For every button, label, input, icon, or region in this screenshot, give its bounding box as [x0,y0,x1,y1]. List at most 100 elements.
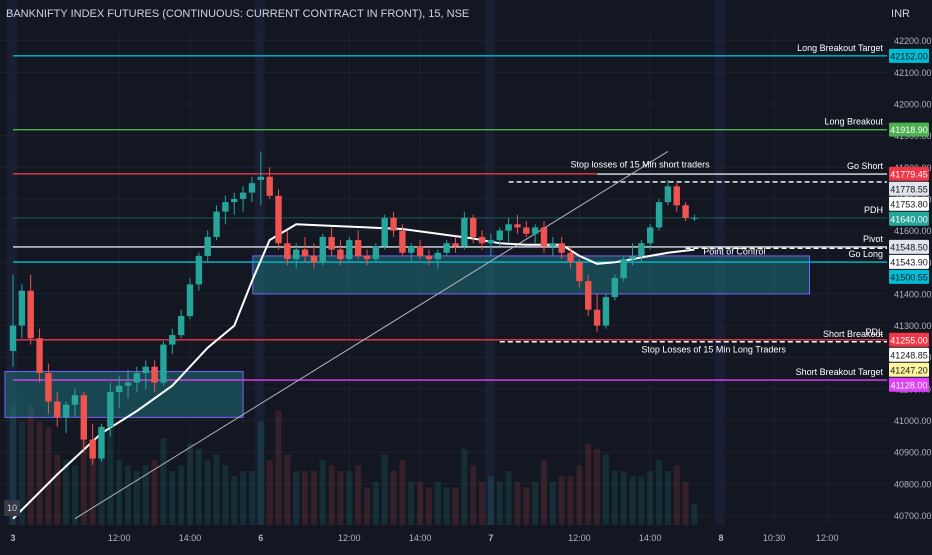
volume-bar [328,465,335,525]
candle-body [576,262,583,282]
volume-bar [470,465,477,525]
candle-body [177,316,185,336]
price-tag [889,254,929,269]
trendline [74,151,669,520]
candle-body [691,217,698,219]
volume-bar [346,471,353,525]
candle-body [257,176,264,180]
candle-body [655,202,663,228]
volume-bar [222,465,229,525]
candle-body [567,252,574,263]
volume-bar [514,482,521,525]
volume-bar [240,471,247,525]
volume-bar [602,454,609,525]
corner-badge: 10 [4,500,20,516]
volume-bar [399,460,406,525]
candle-body [204,236,211,256]
candle-body [381,217,388,247]
currency-label[interactable]: INR [891,8,910,20]
candle-body [425,255,433,260]
candle-body [9,325,17,351]
volume-bar [620,471,627,525]
candle-body [169,335,176,345]
volume-bar [310,471,317,525]
volume-bar [585,443,592,525]
x-tick-label: 3 [10,533,15,543]
y-tick-label: 41400.00 [894,289,932,299]
volume-bar [461,449,468,525]
volume-bar [36,421,43,525]
price-tag-label: 41918.90 [890,125,928,135]
volume-bar [691,504,698,525]
chart-annotation: Stop Losses of 15 Min Long Traders [641,344,786,354]
volume-bar [169,471,176,525]
price-tag-label: 41778.55 [890,184,928,194]
y-tick-label: 42000.00 [894,99,932,109]
candle-body [80,395,87,440]
y-tick-label: 41000.00 [894,416,932,426]
volume-bar [142,465,149,525]
volume-bar [337,471,344,525]
candle-body [310,255,318,263]
candle-body [71,395,79,405]
x-tick-label: 6 [258,533,263,543]
candle-body [443,243,450,253]
candle-body [301,249,309,256]
candle-body [319,236,326,263]
chart-annotation: Stop losses of 15 Min short traders [571,159,711,169]
level-name: PDH [864,205,883,215]
candle-body [124,382,132,386]
price-tag [889,181,929,196]
level-name: PDL [865,327,883,337]
volume-bar [611,471,618,525]
volume-bar [523,487,530,525]
candle-body [36,338,43,374]
price-tag [889,377,929,392]
volume-bar [27,405,34,525]
candle-body [496,230,503,241]
x-tick-label: 12:00 [568,533,591,543]
volume-bar [443,487,450,525]
volume-bar [125,465,132,525]
chart-title: BANKNIFTY INDEX FUTURES (CONTINUOUS: CUR… [6,8,470,20]
candle-body [363,255,371,260]
volume-bar [364,487,370,525]
candle-body [45,373,52,402]
volume-bar [434,482,441,525]
candle-body [116,385,123,393]
volume-bar [417,482,424,525]
volume-bar [381,454,388,525]
candle-body [328,236,335,250]
price-tag-label: 42152.00 [890,51,928,61]
candle-body [54,401,61,418]
candle-body [27,290,34,339]
chart-annotation: Point of Control [703,246,765,256]
x-tick-label: 14:00 [639,533,662,543]
y-tick-label: 42100.00 [894,68,932,78]
volume-bar [576,465,583,525]
price-tag-label: 41753.80 [890,199,928,209]
level-name: Long Breakout Target [797,43,883,53]
candle-body [470,217,477,237]
candle-body [478,236,486,244]
y-tick-label: 41600.00 [894,226,932,236]
candle-body [248,183,256,193]
x-tick-label: 7 [488,533,493,543]
price-tag [889,166,929,181]
price-tag-label: 41779.45 [890,169,928,179]
level-name: Go Short [847,161,884,171]
candle-body [195,255,203,285]
volume-bar [151,460,158,525]
volume-bar [425,487,432,525]
volume-bar [487,476,494,525]
price-tag-label: 41248.85 [890,350,928,360]
volume-bar [629,476,636,525]
level-name: Long Breakout [824,117,883,127]
volume-bar [266,460,273,525]
y-tick-label: 41300.00 [894,321,932,331]
volume-bar [195,449,202,525]
volume-bar [80,410,87,525]
price-tag [889,347,929,362]
